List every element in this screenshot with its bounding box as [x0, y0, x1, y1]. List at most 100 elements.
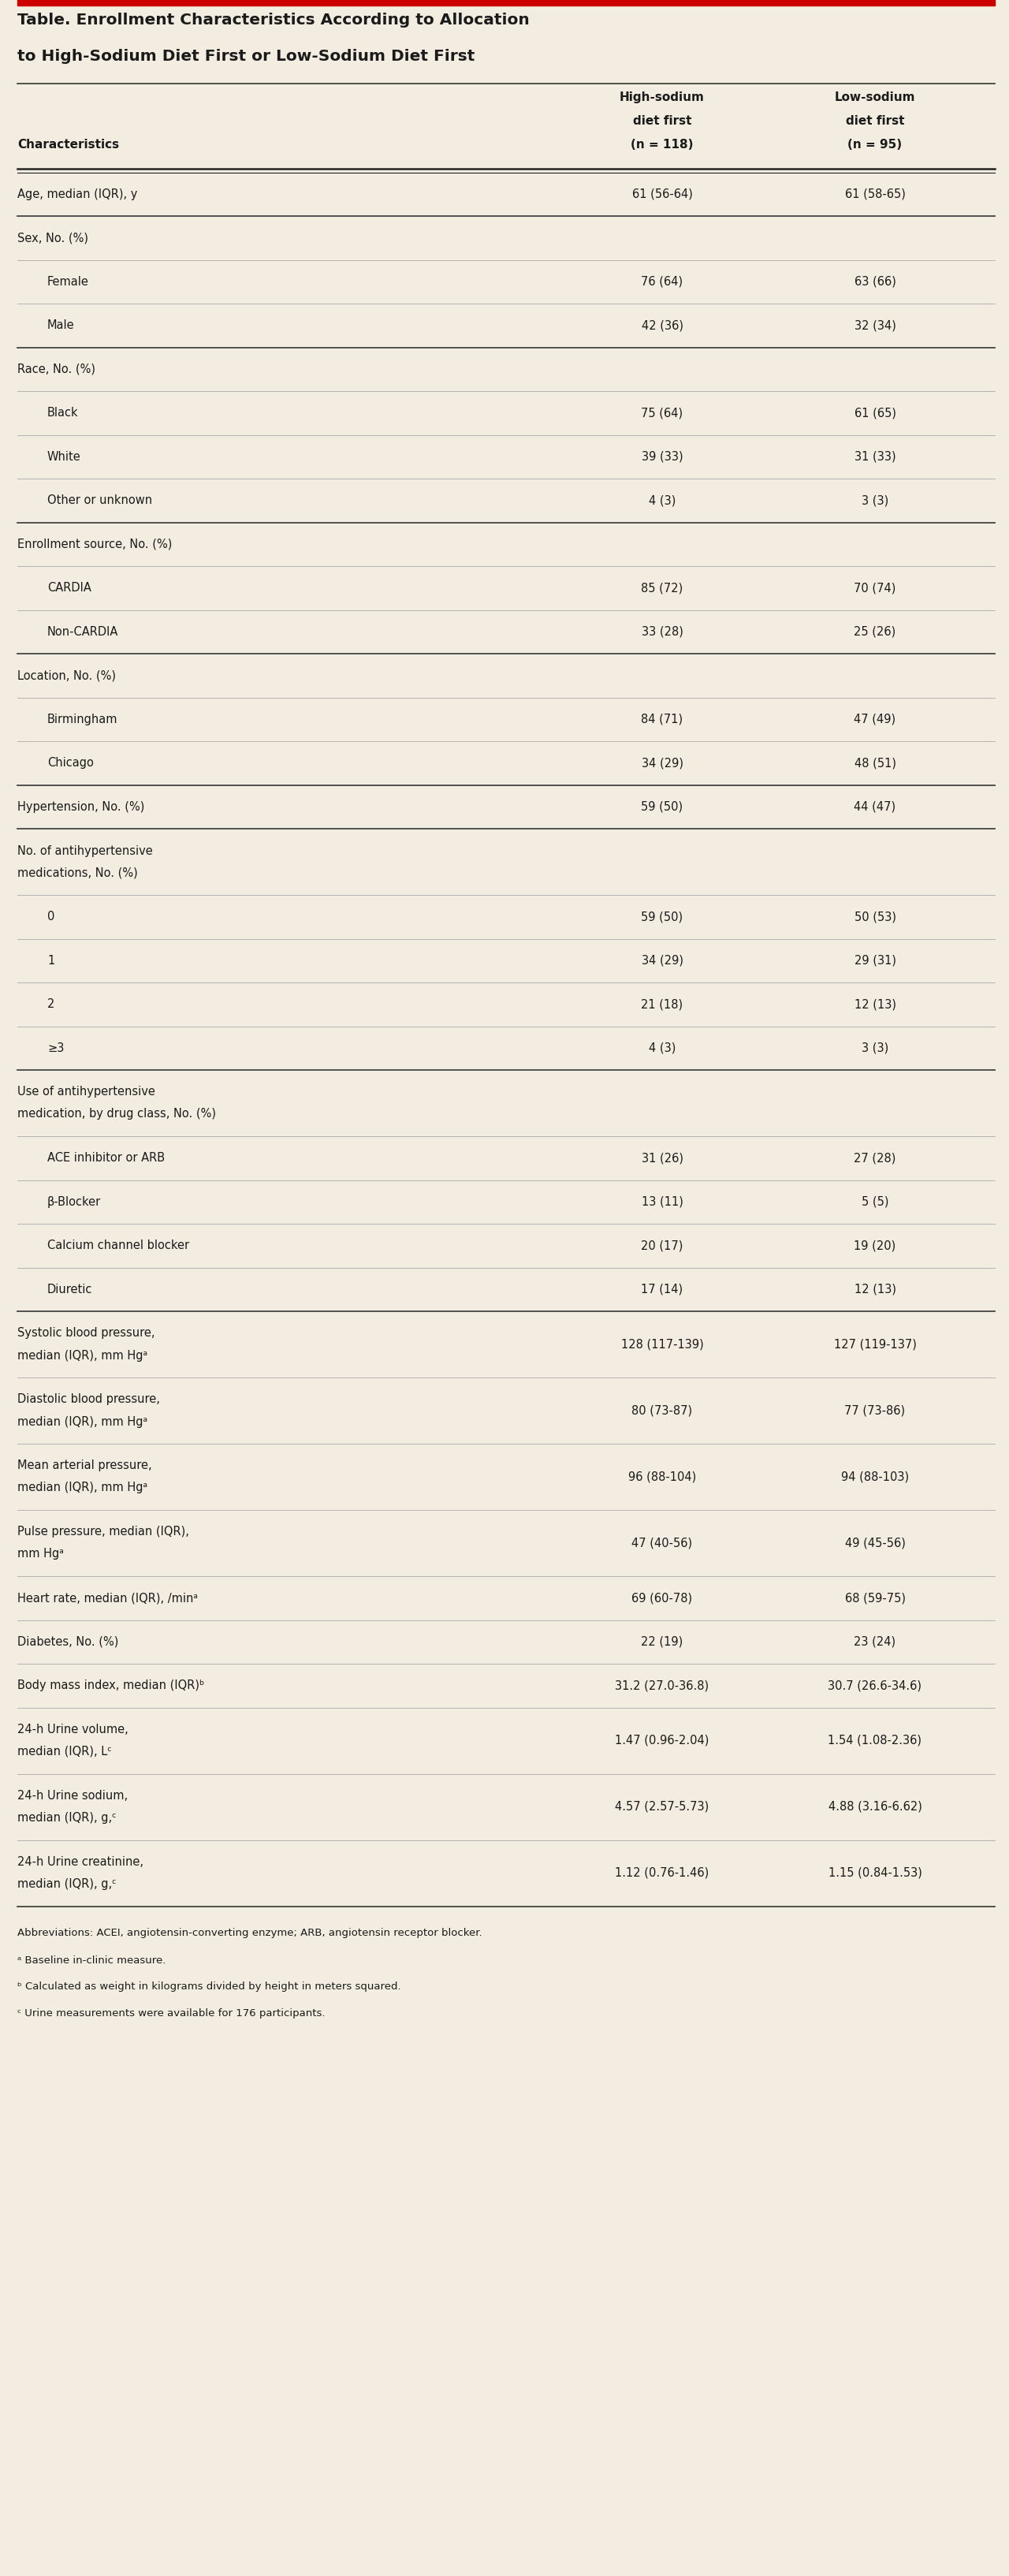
Text: Hypertension, No. (%): Hypertension, No. (%) — [17, 801, 144, 814]
Text: 1.12 (0.76-1.46): 1.12 (0.76-1.46) — [615, 1868, 709, 1878]
Text: Low-sodium: Low-sodium — [834, 93, 915, 103]
Text: Mean arterial pressure,: Mean arterial pressure, — [17, 1461, 151, 1471]
Text: ᵃ Baseline in-clinic measure.: ᵃ Baseline in-clinic measure. — [17, 1955, 165, 1965]
Text: (n = 118): (n = 118) — [631, 139, 693, 149]
Text: to High-Sodium Diet First or Low-Sodium Diet First: to High-Sodium Diet First or Low-Sodium … — [17, 49, 475, 64]
Text: mm Hgᵃ: mm Hgᵃ — [17, 1548, 64, 1561]
Text: 39 (33): 39 (33) — [642, 451, 683, 464]
Text: 128 (117-139): 128 (117-139) — [621, 1340, 703, 1350]
Text: 13 (11): 13 (11) — [642, 1195, 683, 1208]
Text: Characteristics: Characteristics — [17, 139, 119, 149]
Text: 94 (88-103): 94 (88-103) — [842, 1471, 909, 1484]
Text: 20 (17): 20 (17) — [641, 1239, 683, 1252]
Text: 34 (29): 34 (29) — [642, 956, 683, 966]
Text: 127 (119-137): 127 (119-137) — [833, 1340, 916, 1350]
Text: Birmingham: Birmingham — [47, 714, 118, 726]
Text: 31 (33): 31 (33) — [855, 451, 896, 464]
Text: median (IQR), mm Hgᵃ: median (IQR), mm Hgᵃ — [17, 1417, 147, 1427]
Text: 21 (18): 21 (18) — [641, 999, 683, 1010]
Text: 1.54 (1.08-2.36): 1.54 (1.08-2.36) — [828, 1734, 922, 1747]
Text: 77 (73-86): 77 (73-86) — [845, 1404, 905, 1417]
Text: 4.57 (2.57-5.73): 4.57 (2.57-5.73) — [615, 1801, 709, 1814]
Text: Sex, No. (%): Sex, No. (%) — [17, 232, 89, 245]
Text: 4 (3): 4 (3) — [649, 1043, 676, 1054]
Text: 29 (31): 29 (31) — [854, 956, 896, 966]
Text: 1.15 (0.84-1.53): 1.15 (0.84-1.53) — [828, 1868, 922, 1878]
Text: 5 (5): 5 (5) — [862, 1195, 889, 1208]
Text: ᵇ Calculated as weight in kilograms divided by height in meters squared.: ᵇ Calculated as weight in kilograms divi… — [17, 1981, 401, 1991]
Text: ACE inhibitor or ARB: ACE inhibitor or ARB — [47, 1151, 164, 1164]
Text: Body mass index, median (IQR)ᵇ: Body mass index, median (IQR)ᵇ — [17, 1680, 205, 1692]
Text: 12 (13): 12 (13) — [854, 999, 896, 1010]
Text: Male: Male — [47, 319, 75, 332]
Text: 85 (72): 85 (72) — [641, 582, 683, 595]
Text: Enrollment source, No. (%): Enrollment source, No. (%) — [17, 538, 173, 551]
Text: 24-h Urine creatinine,: 24-h Urine creatinine, — [17, 1857, 143, 1868]
Text: Heart rate, median (IQR), /minᵃ: Heart rate, median (IQR), /minᵃ — [17, 1592, 198, 1605]
Bar — [17, 0, 995, 5]
Text: White: White — [47, 451, 81, 464]
Text: ᶜ Urine measurements were available for 176 participants.: ᶜ Urine measurements were available for … — [17, 2009, 325, 2020]
Text: Race, No. (%): Race, No. (%) — [17, 363, 96, 376]
Text: Pulse pressure, median (IQR),: Pulse pressure, median (IQR), — [17, 1525, 189, 1538]
Text: 2: 2 — [47, 999, 54, 1010]
Text: Table. Enrollment Characteristics According to Allocation: Table. Enrollment Characteristics Accord… — [17, 13, 530, 28]
Text: 33 (28): 33 (28) — [642, 626, 683, 639]
Text: 1: 1 — [47, 956, 54, 966]
Text: 44 (47): 44 (47) — [854, 801, 896, 814]
Text: Diabetes, No. (%): Diabetes, No. (%) — [17, 1636, 118, 1649]
Text: 25 (26): 25 (26) — [854, 626, 896, 639]
Text: 70 (74): 70 (74) — [854, 582, 896, 595]
Text: 61 (65): 61 (65) — [854, 407, 896, 420]
Text: 84 (71): 84 (71) — [641, 714, 683, 726]
Text: 42 (36): 42 (36) — [642, 319, 683, 332]
Text: 76 (64): 76 (64) — [641, 276, 683, 289]
Text: 96 (88-104): 96 (88-104) — [629, 1471, 696, 1484]
Text: 0: 0 — [47, 912, 54, 922]
Text: Use of antihypertensive: Use of antihypertensive — [17, 1087, 155, 1097]
Text: 31.2 (27.0-36.8): 31.2 (27.0-36.8) — [615, 1680, 709, 1692]
Text: 59 (50): 59 (50) — [641, 912, 683, 922]
Text: 3 (3): 3 (3) — [862, 1043, 889, 1054]
Text: 24-h Urine volume,: 24-h Urine volume, — [17, 1723, 128, 1736]
Text: 34 (29): 34 (29) — [642, 757, 683, 770]
Text: CARDIA: CARDIA — [47, 582, 92, 595]
Text: 1.47 (0.96-2.04): 1.47 (0.96-2.04) — [615, 1734, 709, 1747]
Text: 61 (56-64): 61 (56-64) — [632, 188, 692, 201]
Text: median (IQR), g,ᶜ: median (IQR), g,ᶜ — [17, 1811, 116, 1824]
Text: 69 (60-78): 69 (60-78) — [632, 1592, 692, 1605]
Text: 75 (64): 75 (64) — [641, 407, 683, 420]
Text: 48 (51): 48 (51) — [854, 757, 896, 770]
Text: High-sodium: High-sodium — [620, 93, 704, 103]
Text: (n = 95): (n = 95) — [848, 139, 902, 149]
Text: 12 (13): 12 (13) — [854, 1283, 896, 1296]
Text: 3 (3): 3 (3) — [862, 495, 889, 507]
Text: Age, median (IQR), y: Age, median (IQR), y — [17, 188, 137, 201]
Text: diet first: diet first — [633, 116, 691, 126]
Text: Diuretic: Diuretic — [47, 1283, 93, 1296]
Text: 17 (14): 17 (14) — [641, 1283, 683, 1296]
Text: 22 (19): 22 (19) — [641, 1636, 683, 1649]
Text: medications, No. (%): medications, No. (%) — [17, 868, 138, 878]
Text: 27 (28): 27 (28) — [854, 1151, 896, 1164]
Text: 23 (24): 23 (24) — [854, 1636, 896, 1649]
Text: diet first: diet first — [846, 116, 904, 126]
Text: 49 (45-56): 49 (45-56) — [845, 1538, 905, 1548]
Text: 47 (49): 47 (49) — [854, 714, 896, 726]
Text: Female: Female — [47, 276, 89, 289]
Text: Non-CARDIA: Non-CARDIA — [47, 626, 118, 639]
Text: median (IQR), Lᶜ: median (IQR), Lᶜ — [17, 1747, 112, 1757]
Text: 59 (50): 59 (50) — [641, 801, 683, 814]
Text: 63 (66): 63 (66) — [855, 276, 896, 289]
Text: 24-h Urine sodium,: 24-h Urine sodium, — [17, 1790, 128, 1801]
Text: Calcium channel blocker: Calcium channel blocker — [47, 1239, 190, 1252]
Text: median (IQR), mm Hgᵃ: median (IQR), mm Hgᵃ — [17, 1481, 147, 1494]
Text: 61 (58-65): 61 (58-65) — [845, 188, 905, 201]
Text: No. of antihypertensive: No. of antihypertensive — [17, 845, 152, 858]
Text: median (IQR), mm Hgᵃ: median (IQR), mm Hgᵃ — [17, 1350, 147, 1360]
Text: β-Blocker: β-Blocker — [47, 1195, 101, 1208]
Text: Location, No. (%): Location, No. (%) — [17, 670, 116, 683]
Text: 4.88 (3.16-6.62): 4.88 (3.16-6.62) — [828, 1801, 922, 1814]
Text: 4 (3): 4 (3) — [649, 495, 676, 507]
Text: 31 (26): 31 (26) — [642, 1151, 683, 1164]
